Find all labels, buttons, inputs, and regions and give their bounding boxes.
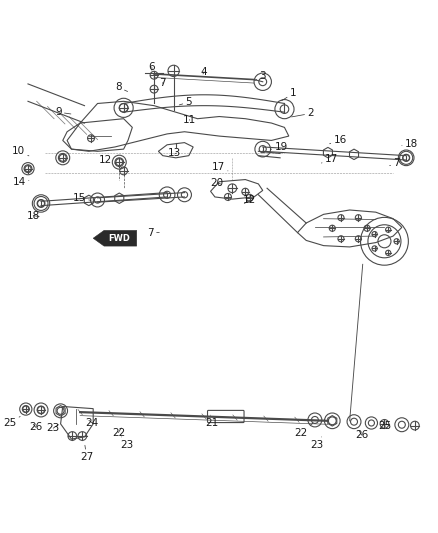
Text: 24: 24: [86, 418, 99, 428]
Text: 23: 23: [46, 423, 60, 433]
Text: 8: 8: [115, 83, 127, 92]
Text: 17: 17: [321, 154, 338, 164]
Text: 7: 7: [390, 158, 400, 168]
Text: 7: 7: [159, 78, 166, 87]
Text: 26: 26: [355, 430, 368, 440]
Text: 13: 13: [168, 149, 181, 158]
Text: FWD: FWD: [109, 234, 130, 243]
Text: 2: 2: [292, 109, 314, 118]
Text: 10: 10: [12, 146, 29, 156]
Text: 21: 21: [205, 415, 218, 428]
Text: 26: 26: [29, 422, 42, 432]
Text: 20: 20: [211, 178, 224, 188]
Text: 12: 12: [243, 196, 256, 205]
Text: 1: 1: [282, 88, 297, 101]
Text: 11: 11: [183, 115, 196, 125]
Text: 23: 23: [311, 437, 324, 450]
Text: 16: 16: [330, 134, 347, 144]
Text: 17: 17: [212, 163, 228, 172]
Text: 15: 15: [73, 193, 91, 203]
Text: 19: 19: [271, 142, 288, 152]
Polygon shape: [93, 230, 137, 246]
Text: 4: 4: [201, 67, 207, 77]
Text: 3: 3: [255, 71, 266, 81]
Text: 12: 12: [99, 155, 116, 165]
Text: 25: 25: [3, 416, 20, 428]
Text: 14: 14: [13, 177, 29, 187]
Text: 7: 7: [147, 228, 159, 238]
Text: 27: 27: [80, 445, 93, 462]
Text: 6: 6: [148, 62, 155, 72]
Text: 25: 25: [379, 422, 392, 432]
Text: 22: 22: [294, 423, 313, 438]
Text: 23: 23: [120, 437, 134, 450]
Text: 22: 22: [112, 427, 125, 438]
Text: 18: 18: [402, 139, 418, 149]
Text: 9: 9: [55, 107, 71, 117]
Text: 5: 5: [179, 97, 192, 107]
Text: 18: 18: [27, 211, 40, 221]
